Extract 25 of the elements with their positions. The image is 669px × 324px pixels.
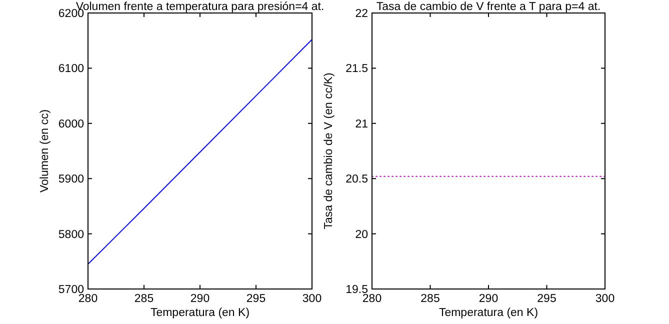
y-tick-label: 6000 (58, 118, 84, 130)
chart-title: Tasa de cambio de V frente a T para p=4 at. (376, 1, 601, 13)
x-tick-label: 280 (362, 293, 382, 305)
x-tick-label: 285 (134, 293, 154, 305)
x-axis-title: Temperatura (en K) (438, 307, 538, 319)
y-tick-label: 20 (355, 228, 368, 241)
x-axis-title: Temperatura (en K) (150, 307, 250, 319)
y-tick-label: 22 (355, 8, 368, 20)
x-tick-label: 300 (302, 293, 322, 305)
y-tick-label: 21.5 (346, 63, 368, 76)
y-axis-title: Volumen (en cc) (39, 109, 51, 193)
y-tick-label: 21 (355, 118, 368, 130)
y-tick-label: 20.5 (346, 174, 368, 186)
x-tick-label: 295 (537, 293, 556, 305)
x-tick-label: 285 (420, 293, 440, 305)
x-tick-label: 290 (478, 293, 498, 305)
y-tick-label: 5800 (58, 228, 84, 241)
x-tick-label: 280 (78, 293, 98, 305)
x-tick-label: 295 (246, 293, 266, 305)
y-axis-title: Tasa de cambio de V (en cc/K) (323, 72, 335, 230)
y-tick-label: 5900 (58, 174, 84, 186)
x-tick-label: 300 (595, 293, 615, 305)
x-tick-label: 290 (190, 293, 210, 305)
y-tick-label: 6100 (58, 63, 84, 76)
line-series (88, 38, 312, 265)
